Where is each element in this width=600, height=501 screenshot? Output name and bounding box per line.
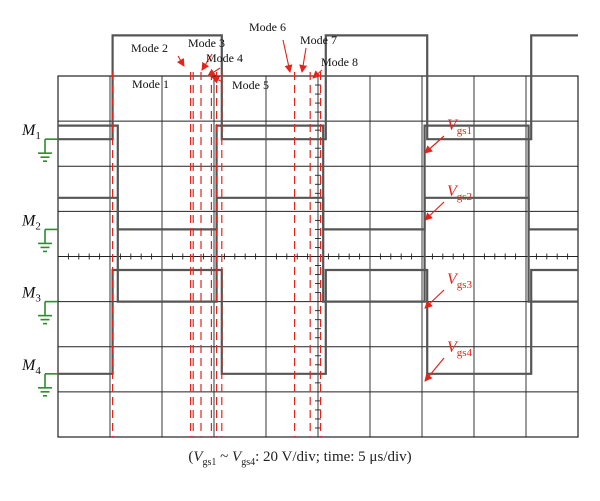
channel-marker-label: M1: [21, 122, 41, 142]
series-arrow: [424, 135, 445, 154]
channel-marker-sub: 1: [35, 130, 41, 142]
channel-marker-sub: 2: [35, 220, 41, 232]
channel-marker-label: M4: [21, 357, 41, 377]
channel-marker-2: M2: [21, 212, 58, 253]
mode-label: Mode 5: [232, 78, 269, 92]
caption-rest: : 20 V/div; time: 5 μs/div): [255, 449, 412, 465]
caption-v4-sub: gs4: [241, 457, 256, 468]
channel-marker-sub: 3: [35, 293, 41, 305]
mode-arrow: [282, 39, 293, 73]
mode-label: Mode 8: [321, 55, 358, 69]
mode-arrow: [207, 67, 221, 77]
series-arrow: [424, 357, 445, 382]
mode-label: Mode 7: [300, 33, 337, 47]
channel-marker-4: M4: [21, 357, 58, 397]
mode-arrow: [211, 76, 224, 84]
channel-marker-sub: 4: [35, 365, 41, 377]
mode-arrow: [201, 53, 213, 71]
mode-label: Mode 2: [131, 41, 168, 55]
chart-caption: (Vgs1 ~ Vgs4: 20 V/div; time: 5 μs/div): [0, 449, 600, 468]
series-label-sub: gs1: [457, 125, 472, 137]
mode-arrow: [312, 69, 323, 79]
series-arrow: [424, 201, 445, 221]
markers-layer: M1 M2 M3 M4: [21, 122, 58, 397]
mode-arrow: [299, 47, 308, 73]
channel-marker-label: M2: [21, 212, 41, 232]
channel-marker-label: M3: [21, 285, 41, 305]
channel-marker-3: M3: [21, 285, 58, 325]
series-arrow: [424, 289, 445, 309]
caption-v4: V: [232, 449, 242, 465]
series-label-sub: gs3: [457, 279, 473, 291]
mode-label: Mode 4: [206, 51, 243, 65]
series-label-gs4: Vgs4: [424, 339, 473, 382]
caption-v1-sub: gs1: [202, 457, 217, 468]
caption-tilde: ~: [216, 449, 233, 465]
mode-label: Mode 3: [188, 36, 225, 50]
trace-gs1: [58, 34, 578, 141]
trace-gs3: [58, 196, 578, 303]
mode-label: Mode 6: [249, 20, 286, 34]
axis-ticks: [67, 84, 569, 429]
channel-marker-1: M1: [21, 122, 58, 162]
mode-label: Mode 1: [132, 77, 169, 91]
series-label-sub: gs4: [457, 347, 473, 359]
caption-v1: V: [193, 449, 203, 465]
mode-arrow: [176, 55, 185, 67]
series-label-sub: gs2: [457, 191, 472, 203]
caption-open: (: [188, 449, 194, 465]
